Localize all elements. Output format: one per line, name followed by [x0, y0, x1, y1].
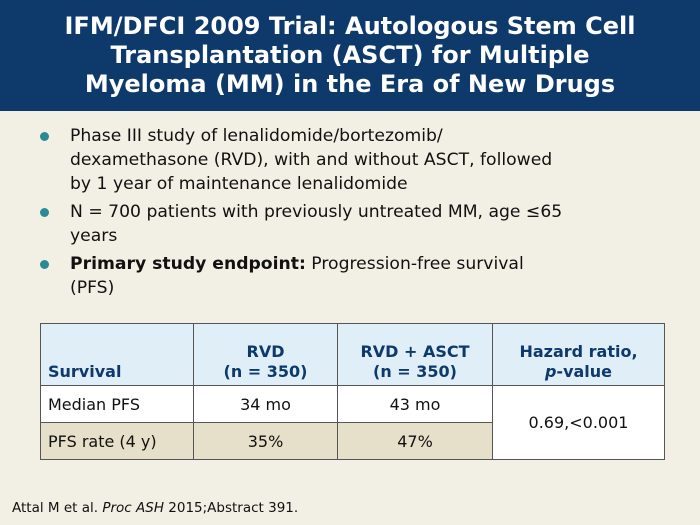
cell-rvd: 34 mo — [193, 385, 338, 423]
header-text: RVD — [246, 342, 285, 361]
bullet-text-line: by 1 year of maintenance lenalidomide — [70, 174, 408, 194]
row-label: Median PFS — [40, 385, 194, 423]
cell-rvd-asct: 47% — [337, 422, 493, 460]
bullet-text-line: (PFS) — [70, 278, 115, 298]
bullet-item-patients: N = 700 patients with previously untreat… — [36, 200, 656, 248]
endpoint-label: Primary study endpoint: — [70, 254, 306, 274]
cell-hazard-ratio: 0.69,<0.001 — [492, 385, 665, 460]
row-label: PFS rate (4 y) — [40, 422, 194, 460]
bullet-text-line: Phase III study of lenalidomide/bortezom… — [70, 126, 443, 146]
slide-title-line-1: IFM/DFCI 2009 Trial: Autologous Stem Cel… — [64, 12, 636, 40]
header-text: (n = 350) — [223, 362, 308, 381]
bullet-text-line: years — [70, 226, 118, 246]
cell-rvd: 35% — [193, 422, 338, 460]
bullet-dot-icon — [40, 132, 49, 141]
slide-title-line-2: Transplantation (ASCT) for Multiple — [110, 41, 590, 69]
endpoint-value: Progression-free survival — [305, 254, 524, 274]
header-rvd: RVD (n = 350) — [193, 323, 338, 386]
slide-title-line-3: Myeloma (MM) in the Era of New Drugs — [84, 70, 616, 98]
citation-journal: Proc ASH — [102, 500, 164, 516]
citation-rest: 2015;Abstract 391. — [163, 500, 299, 516]
survival-table: Survival RVD (n = 350) RVD + ASCT (n = 3… — [40, 323, 665, 460]
bullet-item-endpoint: Primary study endpoint: Progression-free… — [36, 252, 656, 300]
header-survival: Survival — [40, 323, 194, 386]
p-italic: p — [544, 362, 557, 381]
citation-authors: Attal M et al. — [12, 500, 99, 516]
header-text: Hazard ratio, — [519, 342, 638, 361]
bullet-dot-icon — [40, 260, 49, 269]
bullet-list: Phase III study of lenalidomide/bortezom… — [36, 124, 656, 304]
header-text: Survival — [48, 362, 122, 381]
citation: Attal M et al. Proc ASH 2015;Abstract 39… — [12, 500, 298, 516]
header-text-rest: -value — [556, 362, 613, 381]
bullet-text-line: N = 700 patients with previously untreat… — [70, 202, 563, 222]
cell-rvd-asct: 43 mo — [337, 385, 493, 423]
bullet-text-line: Primary study endpoint: Progression-free… — [70, 252, 656, 276]
table-row: Median PFS 34 mo 43 mo 0.69,<0.001 — [40, 385, 665, 460]
bullet-item-study-design: Phase III study of lenalidomide/bortezom… — [36, 124, 656, 196]
bullet-dot-icon — [40, 208, 49, 217]
table-header-row: Survival RVD (n = 350) RVD + ASCT (n = 3… — [40, 323, 665, 386]
header-text: RVD + ASCT — [360, 342, 470, 361]
bullet-text-line: dexamethasone (RVD), with and without AS… — [70, 150, 553, 170]
table-row: PFS rate (4 y) 35% 47% — [40, 422, 665, 460]
title-banner: IFM/DFCI 2009 Trial: Autologous Stem Cel… — [0, 0, 700, 111]
header-hazard-ratio: Hazard ratio, p-value — [492, 323, 665, 386]
header-text: (n = 350) — [373, 362, 457, 381]
header-rvd-asct: RVD + ASCT (n = 350) — [337, 323, 493, 386]
header-text: p-value — [493, 362, 664, 382]
